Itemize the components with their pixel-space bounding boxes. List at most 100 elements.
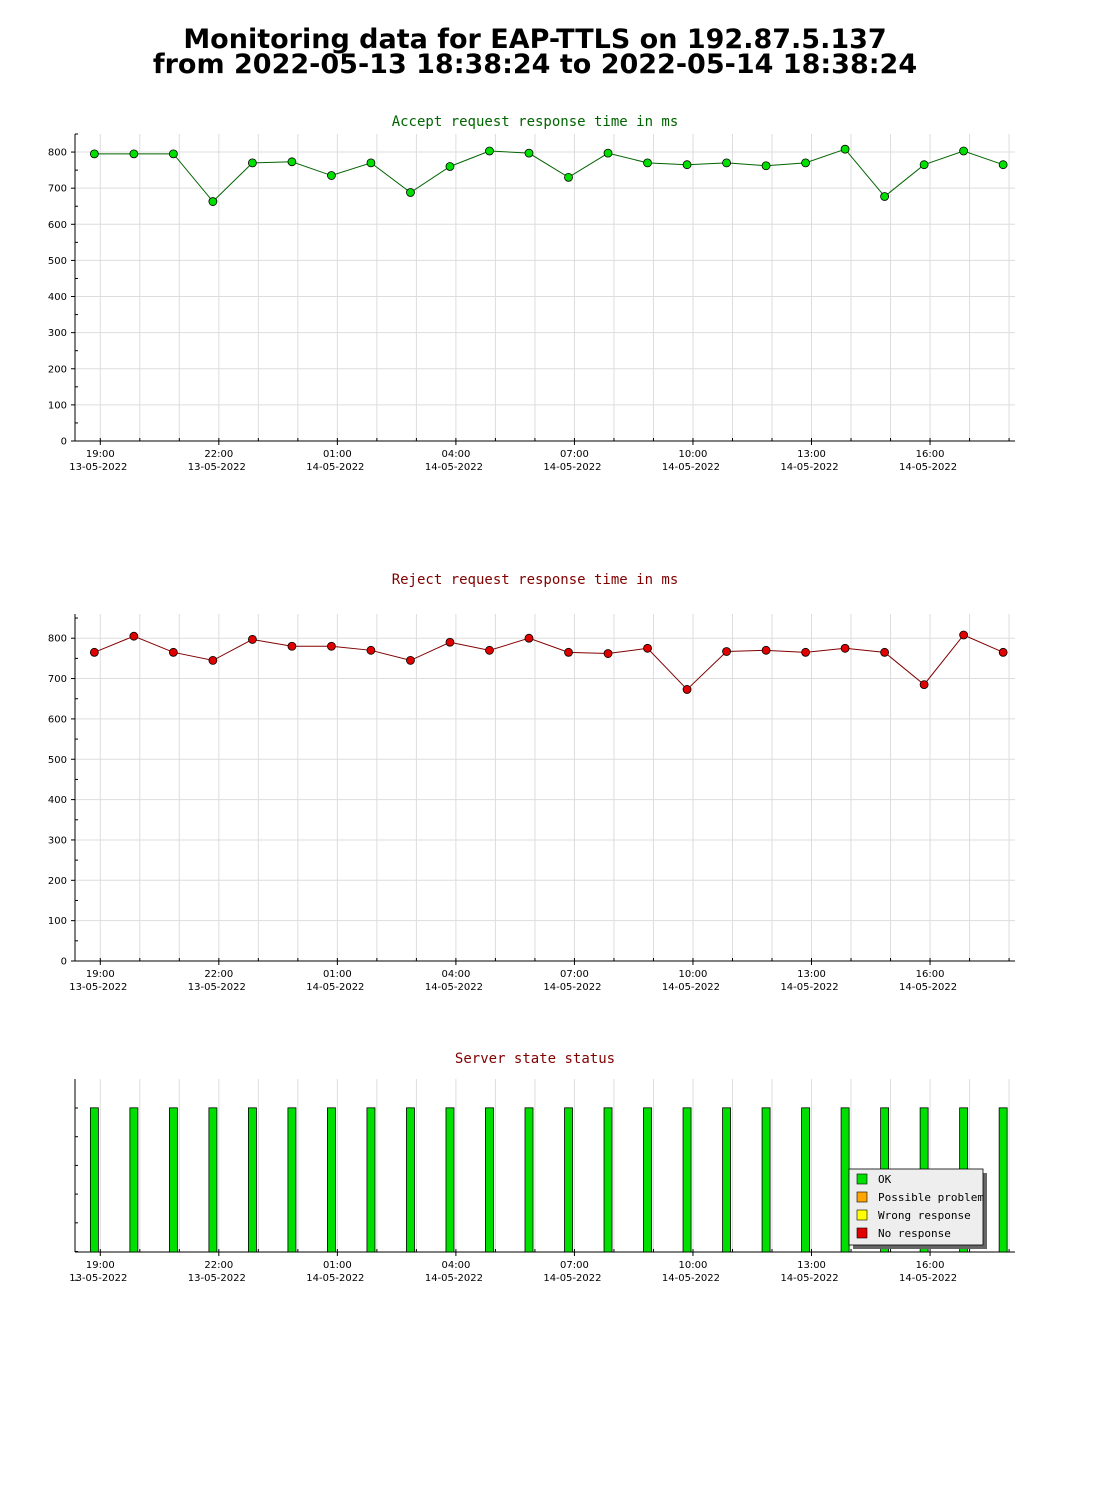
status-bar <box>168 1107 178 1253</box>
status-bar <box>722 1107 731 1253</box>
legend-swatch <box>856 1227 868 1239</box>
reject-x-tick-time: 22:00 <box>204 969 233 980</box>
legend-label: No response <box>878 1227 951 1240</box>
reject-y-tick-label: 800 <box>48 634 67 645</box>
reject-grid <box>75 614 1015 961</box>
accept-x-tick-time: 01:00 <box>323 449 352 460</box>
status-bar <box>998 1107 1008 1253</box>
status-x-tick-date: 14-05-2022 <box>306 1273 364 1284</box>
accept-data-point <box>366 158 376 168</box>
accept-chart-title: Accept request response time in ms <box>392 114 679 130</box>
accept-y-tick-label: 300 <box>48 328 67 339</box>
accept-data-point <box>327 171 336 180</box>
status-x-tick-time: 22:00 <box>204 1260 233 1271</box>
status-bar <box>801 1107 810 1253</box>
reject-x-tick-date: 14-05-2022 <box>543 982 601 993</box>
accept-data-point <box>722 158 731 168</box>
accept-x-tick-date: 14-05-2022 <box>425 462 483 473</box>
reject-y-tick-label: 200 <box>48 876 67 887</box>
reject-data-point <box>168 647 178 657</box>
status-bar <box>248 1107 257 1253</box>
reject-x-tick-time: 04:00 <box>441 969 470 980</box>
reject-x-tick-date: 13-05-2022 <box>188 982 246 993</box>
reject-data-point <box>485 645 494 655</box>
status-bar <box>129 1107 139 1253</box>
accept-data-point <box>682 160 692 170</box>
page-title-line2: from 2022-05-13 18:38:24 to 2022-05-14 1… <box>152 49 918 80</box>
reject-data-point <box>524 633 534 643</box>
accept-data-point <box>564 172 573 182</box>
status-bar <box>445 1107 455 1253</box>
accept-data-point <box>445 162 455 171</box>
reject-data-point <box>564 647 573 657</box>
accept-x-tick-time: 13:00 <box>797 449 826 460</box>
accept-y-tick-label: 100 <box>48 400 67 411</box>
status-bar <box>89 1107 99 1253</box>
reject-data-point <box>406 656 415 665</box>
reject-data-point <box>840 643 850 653</box>
accept-x-tick-date: 14-05-2022 <box>306 462 364 473</box>
reject-data-point <box>327 641 336 651</box>
reject-x-tick-time: 07:00 <box>560 969 589 980</box>
reject-x-tick-time: 19:00 <box>86 969 115 980</box>
accept-data-point <box>840 144 850 154</box>
accept-x-tick-time: 22:00 <box>204 449 233 460</box>
reject-data-point <box>643 643 652 653</box>
reject-x-tick-date: 14-05-2022 <box>425 982 483 993</box>
reject-data-point <box>919 680 929 690</box>
page-title-line1: Monitoring data for EAP-TTLS on 192.87.5… <box>183 24 887 55</box>
reject-data-point <box>287 641 297 651</box>
reject-x-tick-date: 14-05-2022 <box>306 982 364 993</box>
accept-x-tick-time: 16:00 <box>916 449 945 460</box>
accept-x-tick-time: 10:00 <box>679 449 708 460</box>
reject-data-point <box>722 647 731 656</box>
accept-data-point <box>643 158 652 168</box>
accept-y-tick-label: 600 <box>48 220 67 231</box>
accept-data-point <box>168 149 178 159</box>
accept-y-tick-label: 700 <box>48 184 67 195</box>
legend-label: Possible problem <box>878 1191 984 1204</box>
reject-data-point <box>682 685 692 694</box>
accept-data-point <box>248 158 257 168</box>
reject-y-tick-label: 400 <box>48 795 67 806</box>
status-x-tick-date: 13-05-2022 <box>69 1273 127 1284</box>
reject-y-tick-label: 600 <box>48 714 67 725</box>
legend-label: Wrong response <box>878 1209 971 1222</box>
status-x-tick-time: 01:00 <box>323 1260 352 1271</box>
accept-series-line <box>94 148 1004 203</box>
reject-data-point <box>89 647 99 657</box>
accept-y-tick-label: 200 <box>48 364 67 375</box>
accept-data-point <box>761 161 771 171</box>
status-x-tick-date: 14-05-2022 <box>543 1273 601 1284</box>
status-x-tick-time: 04:00 <box>441 1260 470 1271</box>
reject-data-point <box>208 656 218 665</box>
status-bar <box>682 1107 692 1253</box>
accept-y-tick-label: 500 <box>48 256 67 267</box>
accept-data-point <box>801 158 810 168</box>
accept-data-point <box>287 157 297 167</box>
accept-x-tick-time: 07:00 <box>560 449 589 460</box>
status-x-tick-date: 14-05-2022 <box>425 1273 483 1284</box>
status-bar <box>327 1107 336 1253</box>
accept-data-point <box>524 148 534 158</box>
reject-y-tick-label: 300 <box>48 835 67 846</box>
status-x-tick-time: 19:00 <box>86 1260 115 1271</box>
status-x-tick-time: 16:00 <box>916 1260 945 1271</box>
legend-swatch <box>856 1191 868 1203</box>
reject-x-tick-time: 01:00 <box>323 969 352 980</box>
status-x-tick-time: 07:00 <box>560 1260 589 1271</box>
accept-x-tick-date: 13-05-2022 <box>188 462 246 473</box>
accept-x-tick-date: 13-05-2022 <box>69 462 127 473</box>
status-x-tick-time: 13:00 <box>797 1260 826 1271</box>
reject-series-line <box>94 634 1004 691</box>
accept-grid <box>75 134 1015 441</box>
legend-label: OK <box>878 1173 892 1186</box>
reject-x-tick-time: 10:00 <box>679 969 708 980</box>
accept-y-tick-label: 800 <box>48 148 67 159</box>
reject-x-tick-date: 13-05-2022 <box>69 982 127 993</box>
status-x-tick-date: 13-05-2022 <box>188 1273 246 1284</box>
accept-data-point <box>603 148 613 158</box>
accept-data-point <box>485 146 494 156</box>
status-bar <box>524 1107 534 1253</box>
